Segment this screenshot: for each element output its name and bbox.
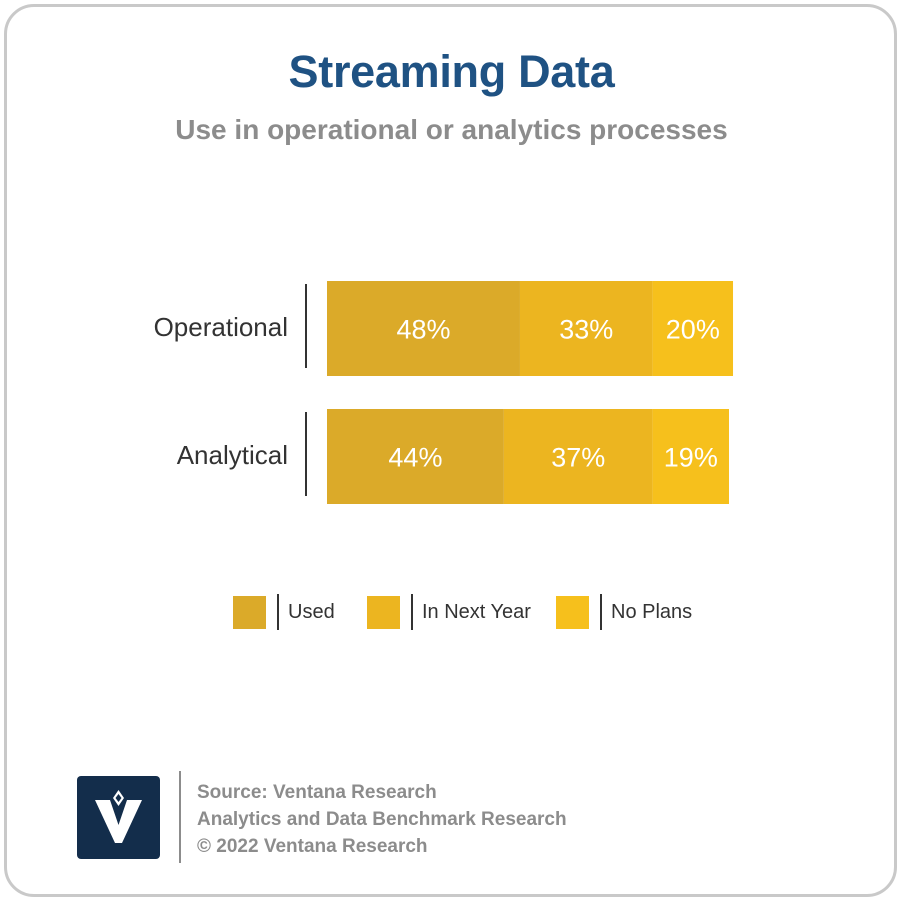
bar-operational-in-next-year xyxy=(519,281,653,376)
data-label-operational-used: 48% xyxy=(396,315,450,345)
footer-copyright: © 2022 Ventana Research xyxy=(197,836,428,857)
bar-operational-no-plans xyxy=(652,281,734,376)
bar-analytical-in-next-year xyxy=(503,409,653,504)
legend-item-used: Used xyxy=(233,594,335,630)
bar-operational-used xyxy=(327,281,520,376)
legend-item-no-plans: No Plans xyxy=(556,594,692,630)
ventana-v-logo-icon xyxy=(95,790,142,843)
data-label-analytical-no-plans: 19% xyxy=(664,443,718,473)
legend-swatch-in-next-year xyxy=(367,595,400,629)
bar-analytical-used xyxy=(327,409,504,504)
data-label-analytical-in-next-year: 37% xyxy=(551,443,605,473)
data-label-operational-in-next-year: 33% xyxy=(559,315,613,345)
bar-analytical-no-plans xyxy=(652,409,729,504)
legend-divider xyxy=(411,594,413,630)
footer-source: Source: Ventana Research xyxy=(197,782,437,803)
ventana-logo xyxy=(77,776,160,859)
chart-title: Streaming Data xyxy=(288,46,615,97)
legend-label-in-next-year: In Next Year xyxy=(422,600,531,623)
category-divider xyxy=(305,412,307,496)
legend-item-in-next-year: In Next Year xyxy=(367,594,531,630)
category-label-analytical: Analytical xyxy=(177,440,288,470)
legend-divider xyxy=(600,594,602,630)
legend-divider xyxy=(277,594,279,630)
legend-swatch-no-plans xyxy=(556,595,589,629)
footer-study: Analytics and Data Benchmark Research xyxy=(197,809,567,830)
legend-label-no-plans: No Plans xyxy=(611,600,693,623)
data-label-operational-no-plans: 20% xyxy=(666,315,720,345)
chart-subtitle: Use in operational or analytics processe… xyxy=(175,114,728,145)
legend-label-used: Used xyxy=(288,600,335,623)
legend-swatch-used xyxy=(233,595,266,629)
footer-divider xyxy=(179,771,181,863)
category-divider xyxy=(305,284,307,368)
category-label-operational: Operational xyxy=(154,312,288,342)
data-label-analytical-used: 44% xyxy=(388,443,442,473)
